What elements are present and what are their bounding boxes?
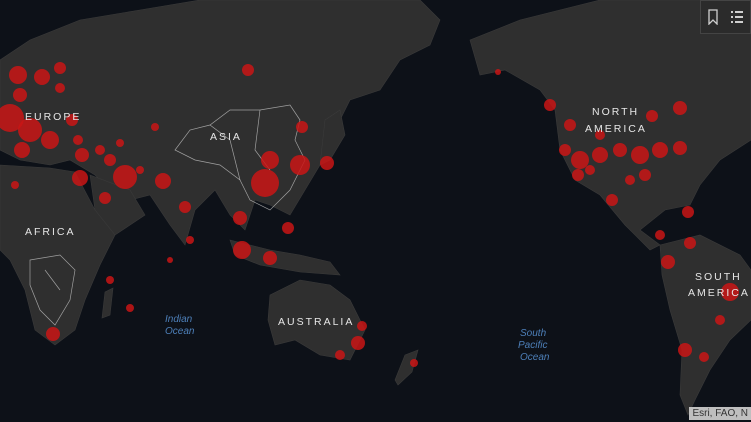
land-south-america (659, 234, 751, 416)
case-marker[interactable] (661, 255, 675, 269)
label-asia: ASIA (210, 131, 242, 143)
label-america-north: AMERICA (585, 123, 647, 135)
case-marker[interactable] (126, 304, 134, 312)
list-legend-icon (731, 11, 743, 23)
case-marker[interactable] (652, 142, 668, 158)
case-marker[interactable] (585, 165, 595, 175)
case-marker[interactable] (595, 130, 605, 140)
land-australia (267, 279, 366, 361)
label-indian: Indian (165, 314, 193, 325)
case-marker[interactable] (72, 170, 88, 186)
case-marker[interactable] (18, 118, 42, 142)
case-marker[interactable] (13, 88, 27, 102)
case-marker[interactable] (136, 166, 144, 174)
case-marker[interactable] (721, 283, 739, 301)
case-marker[interactable] (113, 165, 137, 189)
legend-list-button[interactable] (725, 1, 749, 33)
label-south-pacific-1: South (520, 328, 547, 339)
label-america-south: AMERICA (688, 287, 750, 299)
case-marker[interactable] (282, 222, 294, 234)
label-north: NORTH (592, 106, 639, 118)
label-indian-ocean: Ocean (165, 326, 195, 337)
case-marker[interactable] (606, 194, 618, 206)
case-marker[interactable] (715, 315, 725, 325)
label-europe: EUROPE (25, 111, 81, 123)
case-marker[interactable] (673, 141, 687, 155)
case-marker[interactable] (699, 352, 709, 362)
case-marker[interactable] (290, 155, 310, 175)
case-marker[interactable] (233, 241, 251, 259)
case-marker[interactable] (559, 144, 571, 156)
case-marker[interactable] (682, 206, 694, 218)
case-marker[interactable] (410, 359, 418, 367)
case-marker[interactable] (167, 257, 173, 263)
case-marker[interactable] (592, 147, 608, 163)
case-marker[interactable] (233, 211, 247, 225)
case-marker[interactable] (95, 145, 105, 155)
case-marker[interactable] (151, 123, 159, 131)
case-marker[interactable] (104, 154, 116, 166)
case-marker[interactable] (66, 114, 78, 126)
case-marker[interactable] (335, 350, 345, 360)
case-marker[interactable] (684, 237, 696, 249)
case-marker[interactable] (251, 169, 279, 197)
case-marker[interactable] (179, 201, 191, 213)
case-marker[interactable] (646, 110, 658, 122)
case-marker[interactable] (99, 192, 111, 204)
case-marker[interactable] (320, 156, 334, 170)
label-south: SOUTH (695, 271, 742, 283)
case-marker[interactable] (296, 121, 308, 133)
bookmark-icon (708, 9, 718, 25)
label-australia: AUSTRALIA (278, 316, 354, 328)
case-marker[interactable] (564, 119, 576, 131)
case-marker[interactable] (54, 62, 66, 74)
case-marker[interactable] (155, 173, 171, 189)
map-attribution: Esri, FAO, N (689, 407, 751, 420)
case-marker[interactable] (46, 327, 60, 341)
case-marker[interactable] (572, 169, 584, 181)
case-marker[interactable] (655, 230, 665, 240)
case-marker[interactable] (351, 336, 365, 350)
case-markers (0, 62, 739, 367)
labels: EUROPE ASIA AFRICA AUSTRALIA NORTH AMERI… (25, 106, 750, 363)
case-marker[interactable] (639, 169, 651, 181)
label-south-pacific-2: Pacific (518, 340, 547, 351)
case-marker[interactable] (625, 175, 635, 185)
bookmark-button[interactable] (701, 1, 725, 33)
case-marker[interactable] (571, 151, 589, 169)
map-toolbar (700, 0, 751, 34)
case-marker[interactable] (242, 64, 254, 76)
land-new-zealand (394, 349, 419, 386)
case-marker[interactable] (55, 83, 65, 93)
case-marker[interactable] (34, 69, 50, 85)
label-africa: AFRICA (25, 226, 76, 238)
case-marker[interactable] (0, 104, 24, 132)
case-marker[interactable] (263, 251, 277, 265)
case-marker[interactable] (631, 146, 649, 164)
land-madagascar (101, 287, 114, 319)
case-marker[interactable] (673, 101, 687, 115)
case-marker[interactable] (73, 135, 83, 145)
case-marker[interactable] (75, 148, 89, 162)
land-japan (319, 109, 346, 166)
case-marker[interactable] (106, 276, 114, 284)
case-marker[interactable] (11, 181, 19, 189)
case-marker[interactable] (186, 236, 194, 244)
case-marker[interactable] (116, 139, 124, 147)
case-marker[interactable] (261, 151, 279, 169)
case-marker[interactable] (41, 131, 59, 149)
label-south-pacific-3: Ocean (520, 352, 550, 363)
case-marker[interactable] (678, 343, 692, 357)
case-marker[interactable] (613, 143, 627, 157)
case-marker[interactable] (14, 142, 30, 158)
case-marker[interactable] (9, 66, 27, 84)
case-marker[interactable] (544, 99, 556, 111)
case-marker[interactable] (357, 321, 367, 331)
case-marker[interactable] (495, 69, 501, 75)
